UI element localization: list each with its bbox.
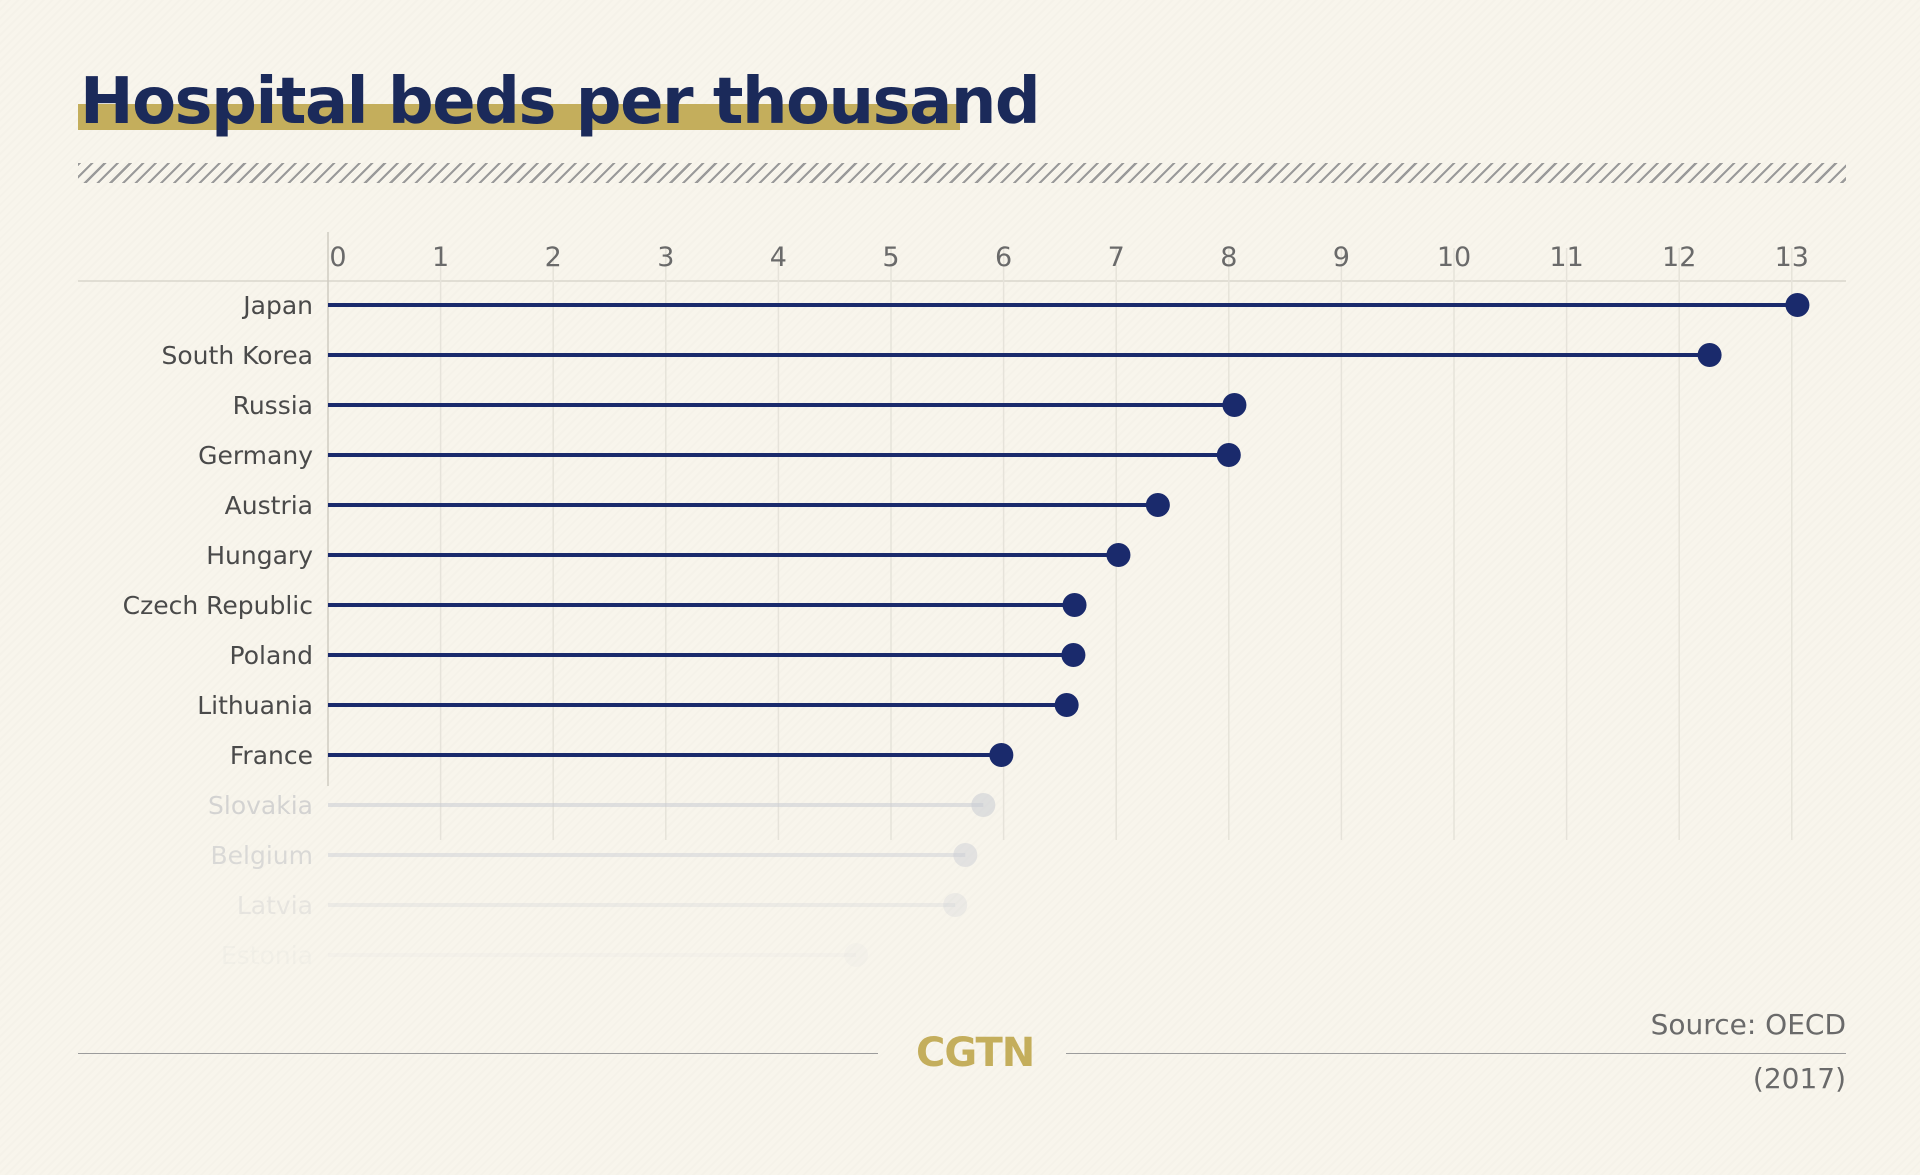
x-tick-label-7: 7 — [1108, 242, 1125, 273]
x-tick-label-0: 0 — [329, 242, 346, 273]
dot-france — [989, 743, 1014, 767]
dot-austria — [1145, 493, 1170, 517]
x-tick-label-4: 4 — [770, 242, 787, 273]
source-label: Source: OECD — [1650, 1008, 1846, 1041]
category-label-latvia: Latvia — [237, 891, 313, 920]
x-tick-label-6: 6 — [995, 242, 1012, 273]
x-tick-label-5: 5 — [882, 242, 899, 273]
dot-japan — [1785, 293, 1810, 317]
dot-latvia — [943, 893, 968, 917]
year-label: (2017) — [1752, 1062, 1846, 1095]
category-label-poland: Poland — [230, 641, 313, 670]
footer-line-right — [1066, 1053, 1846, 1054]
hatch-divider — [78, 163, 1846, 183]
dot-poland — [1061, 643, 1086, 667]
dot-belgium — [953, 843, 978, 867]
x-tick-label-9: 9 — [1333, 242, 1350, 273]
x-tick-label-11: 11 — [1549, 242, 1583, 273]
x-tick-label-3: 3 — [657, 242, 674, 273]
x-tick-label-10: 10 — [1437, 242, 1471, 273]
dot-czech-republic — [1062, 593, 1087, 617]
dot-germany — [1216, 443, 1241, 467]
category-label-austria: Austria — [225, 491, 313, 520]
dot-russia — [1222, 393, 1247, 417]
category-label-estonia: Estonia — [221, 941, 313, 970]
category-label-slovakia: Slovakia — [208, 791, 313, 820]
category-label-lithuania: Lithuania — [197, 691, 313, 720]
x-tick-label-12: 12 — [1662, 242, 1696, 273]
category-label-russia: Russia — [233, 391, 313, 420]
category-label-france: France — [230, 741, 313, 770]
x-tick-label-2: 2 — [545, 242, 562, 273]
category-label-belgium: Belgium — [211, 841, 314, 870]
footer-line-left — [78, 1053, 878, 1054]
dot-south-korea — [1697, 343, 1722, 367]
category-label-germany: Germany — [198, 441, 313, 470]
x-tick-label-13: 13 — [1775, 242, 1809, 273]
category-label-hungary: Hungary — [206, 541, 313, 570]
category-label-japan: Japan — [241, 291, 313, 320]
category-label-czech-republic: Czech Republic — [123, 591, 313, 620]
x-tick-label-8: 8 — [1220, 242, 1237, 273]
page-title: Hospital beds per thousand — [80, 65, 1041, 139]
dot-hungary — [1106, 543, 1131, 567]
cgtn-logo: CGTN — [916, 1030, 1035, 1076]
dot-estonia — [844, 943, 869, 967]
title-underline — [78, 104, 960, 130]
x-tick-label-1: 1 — [432, 242, 449, 273]
category-label-south-korea: South Korea — [162, 341, 313, 370]
dot-slovakia — [971, 793, 996, 817]
dot-lithuania — [1054, 693, 1079, 717]
